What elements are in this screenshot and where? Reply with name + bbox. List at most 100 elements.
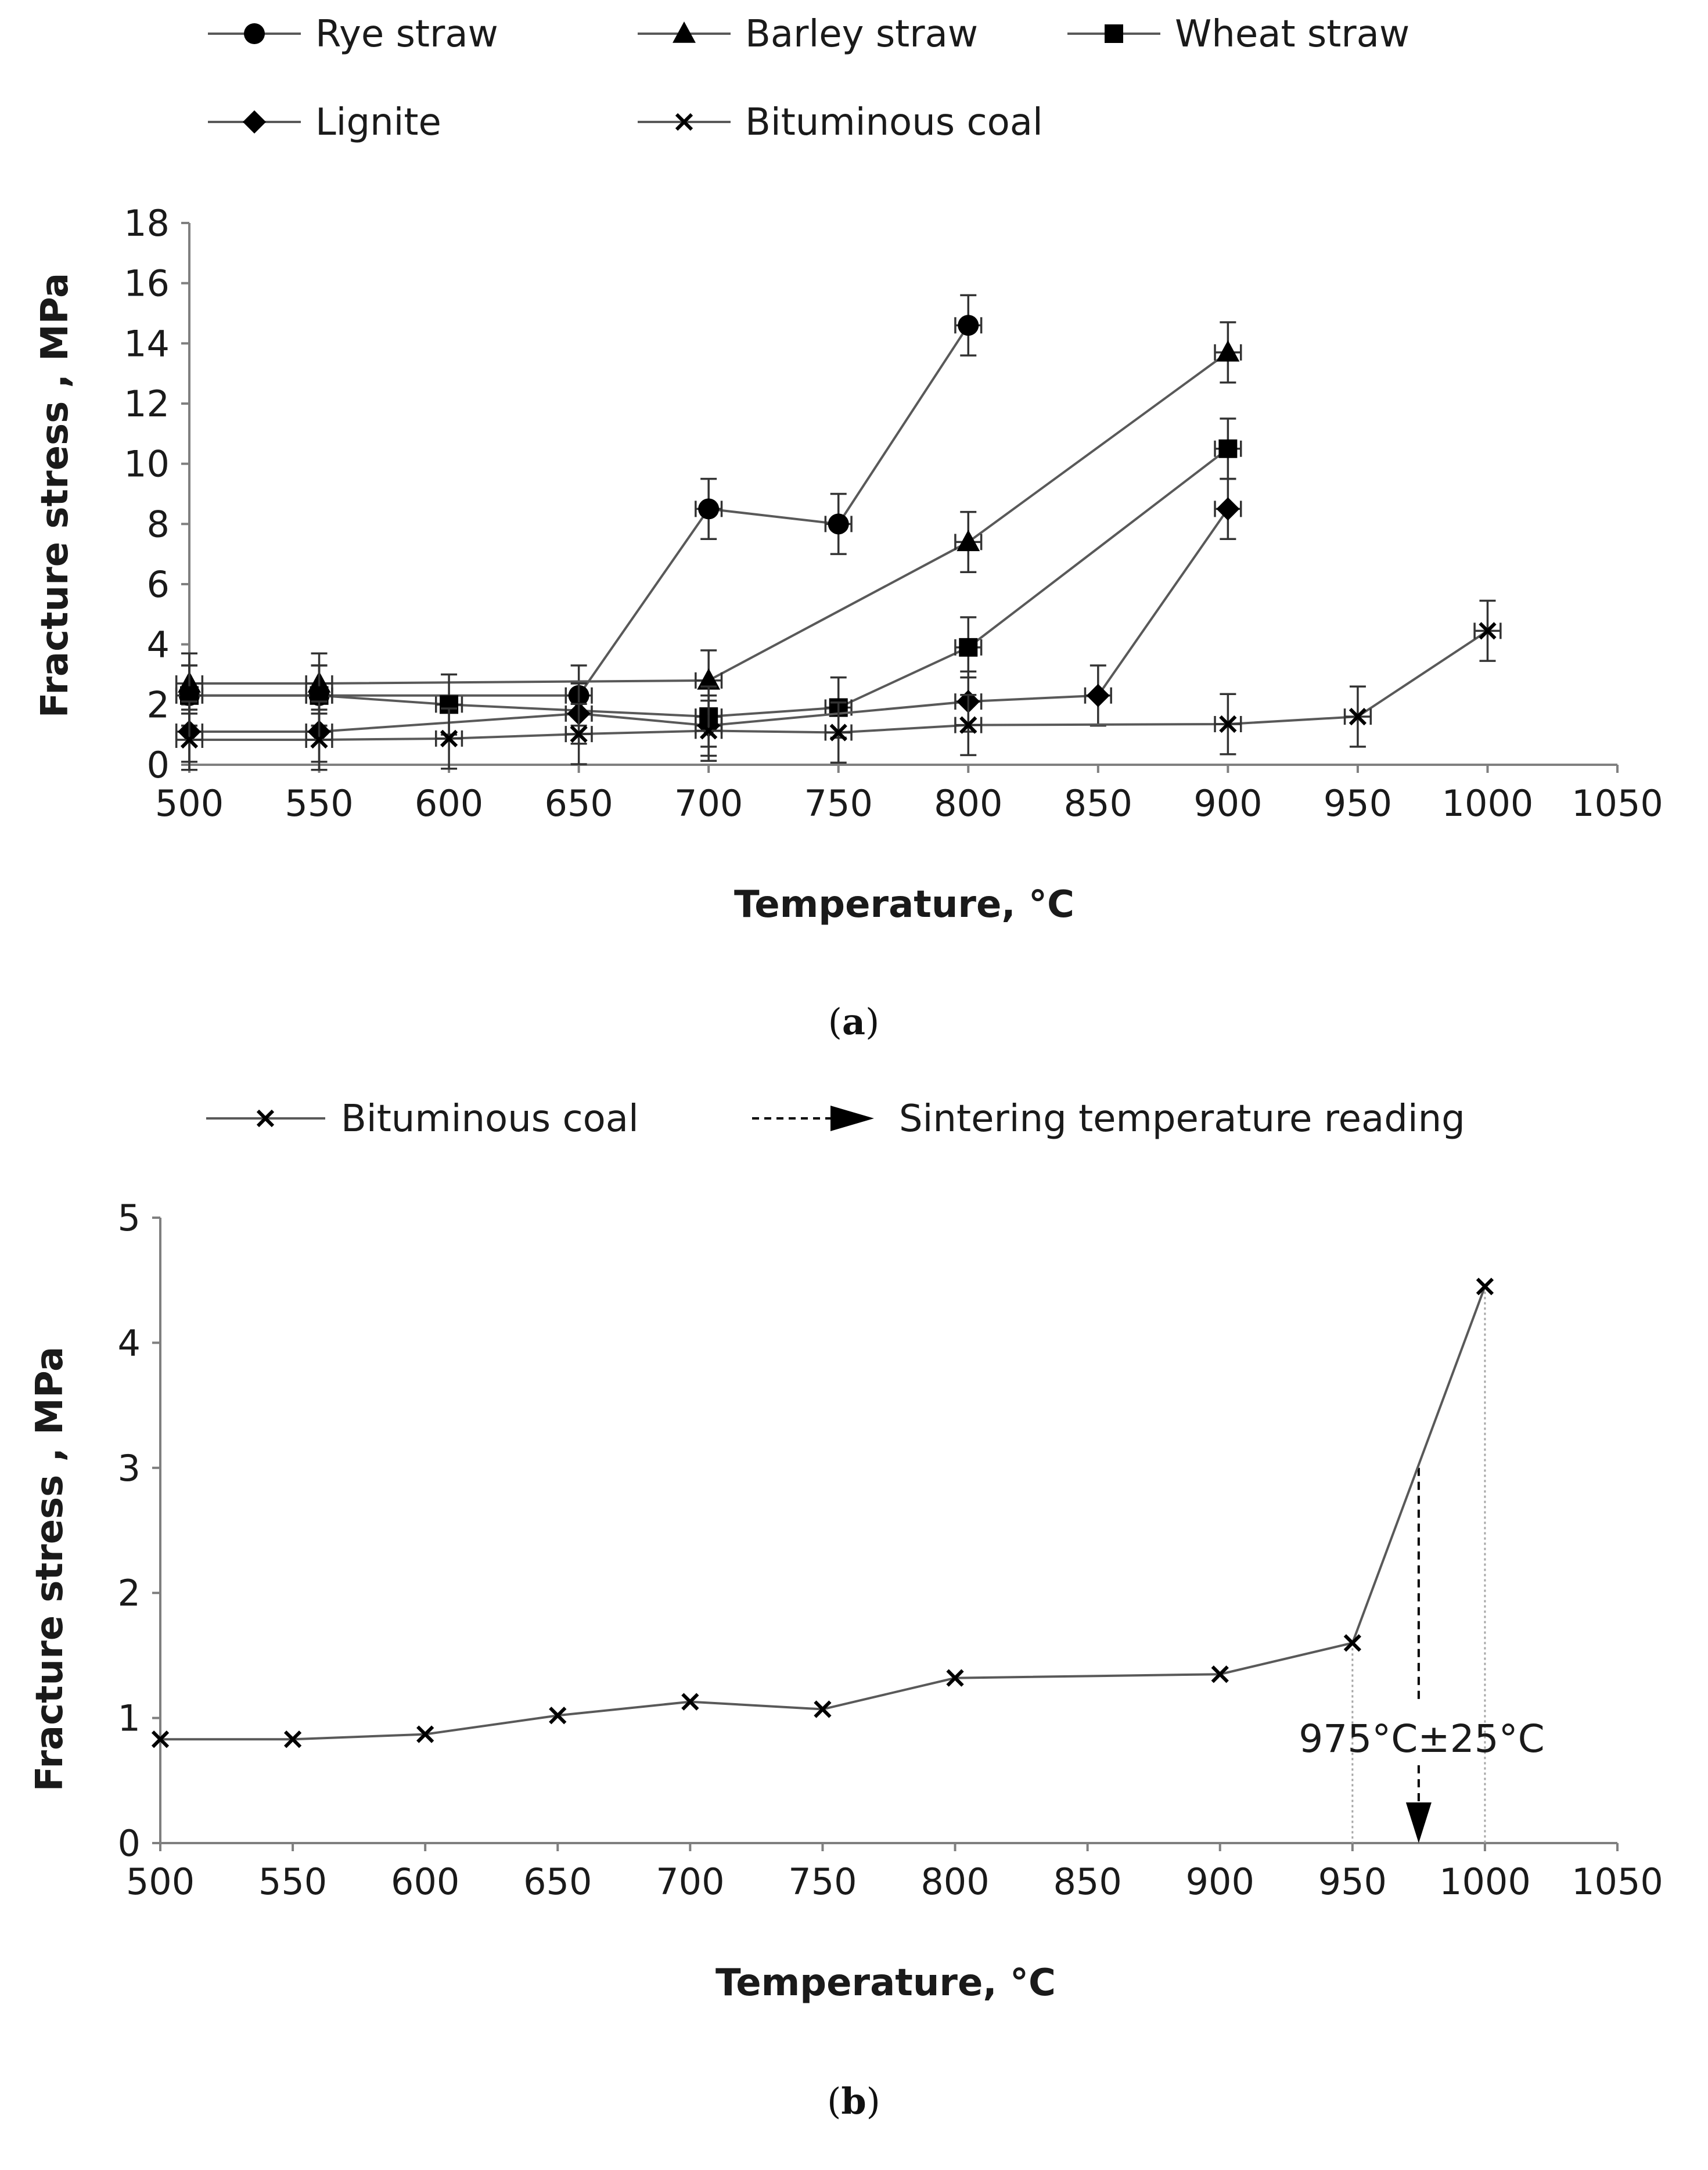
legend-marker-circle xyxy=(244,23,265,44)
panel-b: Bituminous coal Sintering temperature rea… xyxy=(28,1097,1663,2122)
y-tick-label: 16 xyxy=(124,262,170,305)
legend-label: Wheat straw xyxy=(1175,13,1409,56)
legend-a: Rye straw Barley straw Wheat straw Lignite B… xyxy=(208,13,1409,144)
x-tick-label: 900 xyxy=(1186,1860,1254,1903)
y-tick-label: 5 xyxy=(118,1197,141,1239)
legend-arrow-icon xyxy=(830,1106,874,1131)
x-tick-label: 600 xyxy=(391,1860,459,1903)
legend-marker-cross xyxy=(675,113,693,131)
bituminous-coal-point xyxy=(959,716,977,734)
legend-marker-diamond xyxy=(243,110,266,134)
y-tick-label: 1 xyxy=(118,1697,141,1740)
bituminous-coal-point xyxy=(1211,1665,1229,1683)
y-axis-title-b: Fracture stress , MPa xyxy=(28,1347,71,1792)
series-bituminous-coal xyxy=(151,1277,1494,1748)
legend-label: Barley straw xyxy=(745,13,978,56)
barley-straw-point xyxy=(697,668,721,690)
sintering-annotation: 975°C±25°C xyxy=(1299,1716,1544,1761)
bituminous-coal-point xyxy=(681,1693,699,1711)
lignite-point xyxy=(1086,683,1110,707)
y-tick-label: 4 xyxy=(147,624,170,666)
bituminous-coal-point xyxy=(946,1669,964,1687)
x-tick-label: 500 xyxy=(155,782,224,825)
legend-item-bituminous-coal: Bituminous coal xyxy=(206,1097,639,1140)
wheat-straw-point xyxy=(1218,439,1238,458)
y-tick-label: 14 xyxy=(124,322,170,365)
x-tick-label: 750 xyxy=(788,1860,857,1903)
bituminous-coal-point xyxy=(151,1730,170,1748)
y-tick-label: 3 xyxy=(118,1447,141,1489)
barley-straw-point xyxy=(1216,340,1240,362)
y-tick-label: 6 xyxy=(147,563,170,606)
legend-item-lignite: Lignite xyxy=(208,101,441,144)
x-tick-label: 850 xyxy=(1053,1860,1121,1903)
bituminous-coal-line xyxy=(160,1286,1486,1741)
x-tick-label: 650 xyxy=(523,1860,592,1903)
y-tick-labels-a: 0 2 4 6 8 10 12 14 16 18 xyxy=(124,202,170,786)
x-tick-label: 950 xyxy=(1318,1860,1387,1903)
legend-item-sintering-reading: Sintering temperature reading xyxy=(752,1097,1465,1140)
x-tick-label: 700 xyxy=(674,782,743,825)
legend-b: Bituminous coal Sintering temperature rea… xyxy=(206,1097,1465,1140)
wheat-straw-point xyxy=(959,638,978,657)
legend-item-wheat-straw: Wheat straw xyxy=(1067,13,1409,56)
y-tick-label: 4 xyxy=(118,1322,141,1364)
barley-straw-point xyxy=(957,530,980,552)
y-axis-title-a: Fracture stress , MPa xyxy=(34,273,77,718)
rye-straw-point xyxy=(958,315,979,336)
bituminous-coal-point xyxy=(1343,1634,1361,1652)
x-tick-labels-b: 500 550 600 650 700 750 800 850 900 950 1000 1050 xyxy=(126,1860,1663,1903)
y-tick-label: 10 xyxy=(124,443,170,485)
bituminous-coal-point xyxy=(440,729,458,748)
bituminous-coal-point xyxy=(283,1730,302,1748)
bituminous-coal-point xyxy=(570,725,588,743)
bituminous-coal-point xyxy=(700,722,718,740)
y-tick-label: 12 xyxy=(124,383,170,425)
legend-label: Sintering temperature reading xyxy=(899,1097,1465,1140)
rye-straw-line xyxy=(189,325,969,697)
x-tick-label: 550 xyxy=(258,1860,327,1903)
x-tick-label: 1050 xyxy=(1572,1860,1663,1903)
axes-a xyxy=(181,222,1619,773)
y-tick-label: 8 xyxy=(147,503,170,545)
x-tick-label: 1000 xyxy=(1439,1860,1531,1903)
bituminous-coal-point xyxy=(310,730,328,749)
x-tick-label: 550 xyxy=(285,782,353,825)
legend-label: Bituminous coal xyxy=(341,1097,639,1140)
y-tick-label: 18 xyxy=(124,202,170,244)
x-tick-label: 850 xyxy=(1064,782,1132,825)
rye-straw-point xyxy=(828,513,849,535)
x-tick-label: 750 xyxy=(804,782,873,825)
panel-a: Rye straw Barley straw Wheat straw Lignite B… xyxy=(34,13,1663,1043)
bituminous-coal-point xyxy=(829,724,847,742)
x-tick-label: 500 xyxy=(126,1860,195,1903)
bituminous-coal-point xyxy=(1349,707,1367,726)
legend-item-bituminous-coal: Bituminous coal xyxy=(638,101,1043,144)
rye-straw-point xyxy=(698,498,720,520)
x-tick-label: 700 xyxy=(656,1860,724,1903)
bituminous-coal-point xyxy=(1476,1277,1494,1295)
legend-marker-cross xyxy=(256,1109,275,1128)
bituminous-coal-point xyxy=(549,1707,567,1725)
legend-label: Bituminous coal xyxy=(745,101,1043,144)
x-tick-label: 1000 xyxy=(1442,782,1534,825)
y-tick-label: 2 xyxy=(118,1572,141,1614)
caption-a: (a) xyxy=(828,1001,880,1043)
x-tick-label: 600 xyxy=(415,782,483,825)
series-a xyxy=(175,294,1502,771)
x-tick-label: 1050 xyxy=(1572,782,1663,825)
bituminous-coal-point xyxy=(1479,622,1497,640)
legend-item-barley-straw: Barley straw xyxy=(638,13,978,56)
x-axis-title-b: Temperature, °C xyxy=(715,1962,1056,2005)
x-tick-label: 800 xyxy=(920,1860,989,1903)
y-tick-label: 0 xyxy=(147,744,170,786)
legend-item-rye-straw: Rye straw xyxy=(208,13,498,56)
y-tick-labels-b: 0 1 2 3 4 5 xyxy=(118,1197,141,1865)
series-bituminous-coal xyxy=(175,599,1502,771)
x-tick-label: 900 xyxy=(1193,782,1262,825)
legend-label: Rye straw xyxy=(315,13,498,56)
legend-label: Lignite xyxy=(315,101,441,144)
x-tick-label: 650 xyxy=(544,782,613,825)
x-tick-label: 800 xyxy=(934,782,1002,825)
x-tick-label: 950 xyxy=(1324,782,1392,825)
